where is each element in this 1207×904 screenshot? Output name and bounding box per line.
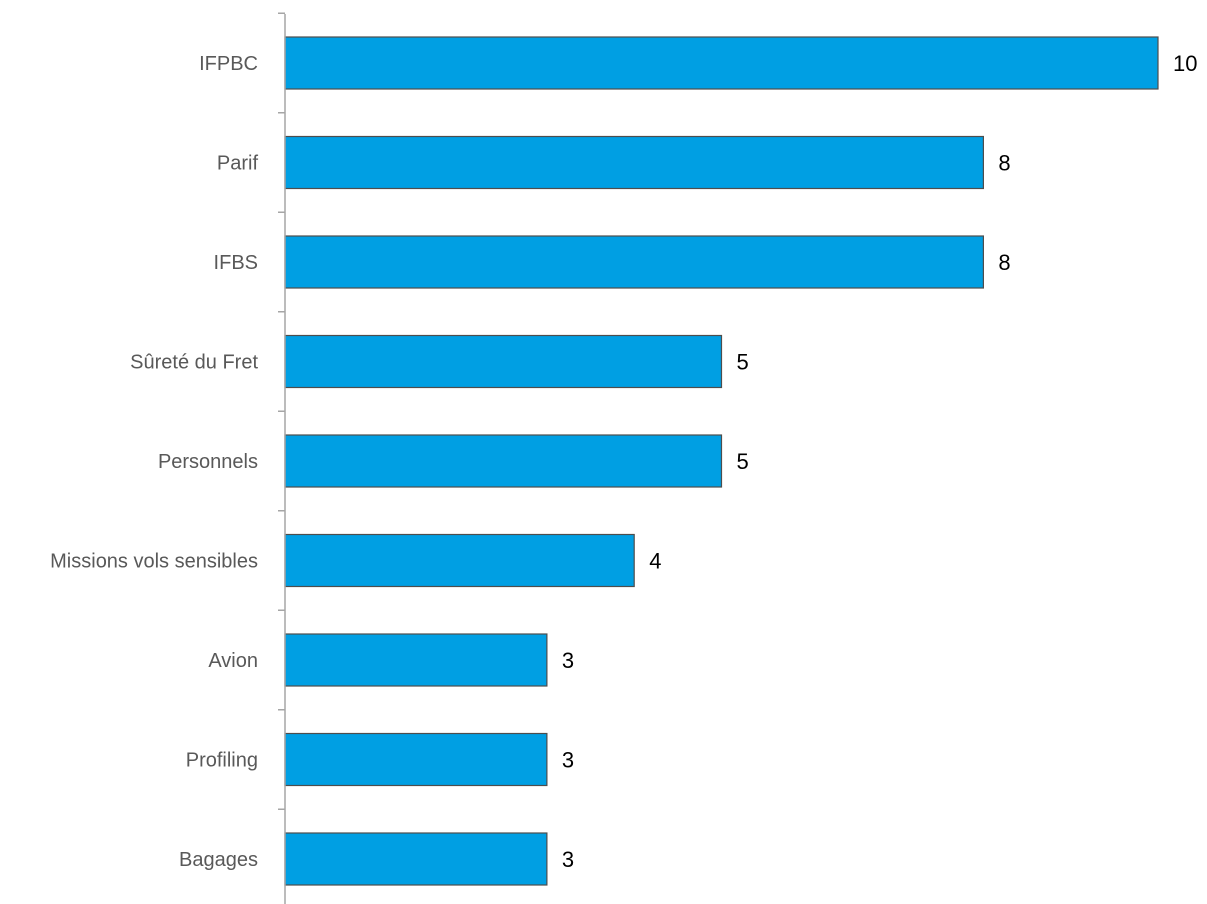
data-label: 10 bbox=[1173, 51, 1197, 76]
bar-2 bbox=[284, 235, 985, 289]
data-label: 8 bbox=[998, 250, 1010, 275]
bar-1 bbox=[284, 135, 985, 190]
bar-3 bbox=[284, 334, 723, 389]
category-label: IFPBC bbox=[199, 53, 258, 75]
data-label: 5 bbox=[737, 350, 749, 375]
bars-layer bbox=[284, 36, 1159, 886]
labels-layer: IFPBC 10 Parif 8 IFBS 8 Sûreté du Fret 5 Personn… bbox=[50, 51, 1197, 872]
category-label: Profiling bbox=[186, 750, 258, 772]
bar-7 bbox=[284, 732, 548, 787]
category-label: Personnels bbox=[158, 451, 258, 473]
bar-8 bbox=[284, 832, 548, 886]
data-label: 4 bbox=[649, 549, 661, 574]
category-label: IFBS bbox=[214, 252, 258, 274]
data-label: 3 bbox=[562, 847, 574, 872]
category-label: Bagages bbox=[179, 849, 258, 871]
y-axis bbox=[278, 12, 286, 904]
bar-5 bbox=[284, 533, 635, 588]
category-label: Avion bbox=[208, 650, 258, 672]
data-label: 3 bbox=[562, 748, 574, 773]
bar-6 bbox=[284, 633, 548, 687]
bar-0 bbox=[284, 36, 1159, 90]
category-label: Sûreté du Fret bbox=[130, 352, 258, 374]
category-label: Parif bbox=[217, 153, 259, 175]
category-label: Missions vols sensibles bbox=[50, 551, 258, 573]
data-label: 8 bbox=[998, 151, 1010, 176]
data-label: 3 bbox=[562, 648, 574, 673]
bar-4 bbox=[284, 434, 723, 488]
data-label: 5 bbox=[737, 449, 749, 474]
